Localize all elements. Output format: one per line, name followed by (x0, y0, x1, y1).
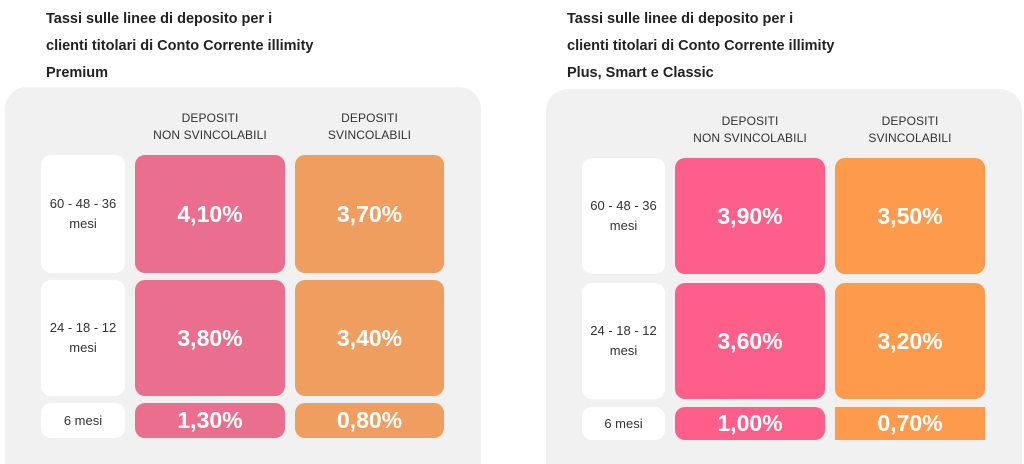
standard-rate-short-non-svincolabili: 1,00% (675, 407, 825, 440)
premium-row-label-short-line-1: 6 mesi (63, 412, 103, 428)
standard-title-line-3: Plus, Smart e Classic (567, 65, 714, 81)
standard-row-label-long-line-2: mesi (609, 218, 638, 233)
standard-row-label-long: 60 - 48 - 36 mesi (582, 158, 665, 274)
premium-header-svincolabili-line-2: SVINCOLABILI (327, 128, 412, 142)
premium-row-label-long: 60 - 48 - 36 mesi (41, 155, 125, 273)
standard-rate-medium-non-svincolabili: 3,60% (675, 283, 825, 399)
standard-title-line-1: Tassi sulle linee di deposito per i (567, 11, 794, 27)
premium-row-label-medium-line-1: 24 - 18 - 12 (49, 320, 117, 335)
premium-row-label-short: 6 mesi (41, 403, 125, 438)
standard-title-line-2: clienti titolari di Conto Corrente illim… (567, 38, 835, 54)
standard-row-label-short-line-1: 6 mesi (604, 415, 643, 431)
premium-rate-medium-non-svincolabili: 3,80% (135, 280, 285, 396)
premium-title-line-2: clienti titolari di Conto Corrente illim… (46, 38, 314, 54)
premium-rate-short-svincolabili: 0,80% (295, 403, 444, 438)
standard-row-label-long-line-1: 60 - 48 - 36 (590, 198, 657, 213)
premium-header-non-svincolabili-line-1: DEPOSITI (181, 111, 239, 125)
standard-rate-medium-svincolabili: 3,20% (835, 283, 985, 399)
premium-row-label-medium: 24 - 18 - 12 mesi (41, 280, 125, 396)
premium-header-non-svincolabili-line-2: NON SVINCOLABILI (153, 128, 267, 142)
standard-rates-card (546, 89, 1022, 464)
premium-rate-long-non-svincolabili: 4,10% (135, 155, 285, 273)
standard-rate-short-svincolabili: 0,70% (835, 407, 985, 440)
standard-header-svincolabili-line-2: SVINCOLABILI (868, 131, 952, 145)
standard-header-non-svincolabili: DEPOSITI NON SVINCOLABILI (675, 113, 825, 147)
standard-header-svincolabili-line-1: DEPOSITI (881, 114, 939, 128)
standard-header-non-svincolabili-line-2: NON SVINCOLABILI (693, 131, 807, 145)
premium-header-non-svincolabili: DEPOSITI NON SVINCOLABILI (135, 110, 285, 144)
premium-row-label-long-line-1: 60 - 48 - 36 (49, 196, 117, 211)
premium-row-label-long-line-2: mesi (69, 216, 97, 231)
premium-title-line-1: Tassi sulle linee di deposito per i (46, 11, 273, 27)
standard-row-label-medium: 24 - 18 - 12 mesi (582, 283, 665, 399)
premium-title-line-3: Premium (46, 65, 109, 81)
standard-header-svincolabili: DEPOSITI SVINCOLABILI (835, 113, 985, 147)
premium-header-svincolabili-line-1: DEPOSITI (341, 111, 398, 125)
standard-header-non-svincolabili-line-1: DEPOSITI (721, 114, 779, 128)
premium-header-svincolabili: DEPOSITI SVINCOLABILI (295, 110, 444, 144)
premium-row-label-medium-line-2: mesi (69, 340, 97, 355)
standard-row-label-short: 6 mesi (582, 407, 665, 440)
premium-title: Tassi sulle linee di deposito per i clie… (46, 6, 313, 87)
premium-rate-long-svincolabili: 3,70% (295, 155, 444, 273)
premium-rate-short-non-svincolabili: 1,30% (135, 403, 285, 438)
standard-title: Tassi sulle linee di deposito per i clie… (567, 6, 834, 87)
standard-rate-long-non-svincolabili: 3,90% (675, 158, 825, 274)
standard-row-label-medium-line-2: mesi (609, 343, 638, 358)
standard-row-label-medium-line-1: 24 - 18 - 12 (590, 323, 657, 338)
premium-rate-medium-svincolabili: 3,40% (295, 280, 444, 396)
premium-rates-card (5, 87, 481, 464)
standard-rate-long-svincolabili: 3,50% (835, 158, 985, 274)
